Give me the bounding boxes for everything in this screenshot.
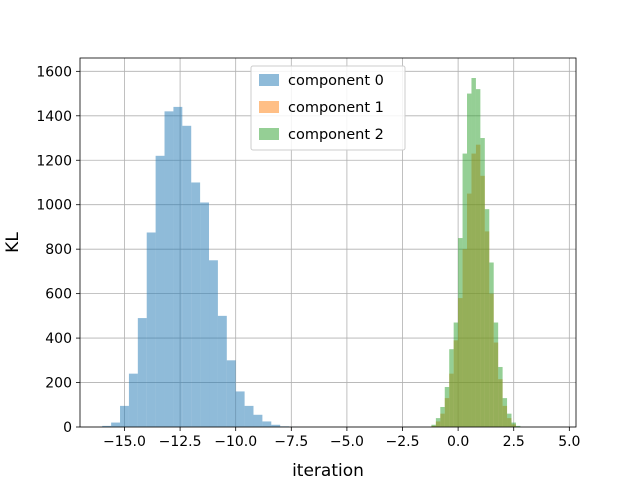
y-axis-ticks: 0 200 400 600 800 1000 1200 1400 1600	[36, 64, 80, 436]
bar-series-0-bin-13	[217, 315, 227, 427]
y-tick-label-7: 1400	[36, 109, 72, 125]
bar-series-0-bin-8	[173, 106, 183, 427]
bar-series-2-bin-1	[435, 418, 441, 427]
y-tick-label-6: 1200	[36, 153, 72, 169]
legend: component 0 component 1 component 2	[250, 65, 406, 151]
bar-series-2-bin-4	[449, 349, 454, 427]
legend-label-0: component 0	[288, 73, 384, 89]
bar-series-0-bin-9	[182, 125, 192, 428]
bar-series-2-bin-12	[484, 209, 490, 427]
legend-box	[250, 65, 406, 151]
bar-series-0-bin-2	[120, 405, 129, 427]
bar-series-2-bin-13	[489, 262, 494, 427]
bar-series-0-bin-3	[128, 373, 138, 427]
x-axis-ticks: −15.0 −12.5 −10.0 −7.5 −5.0 −2.5 0.0 2.5 5.0	[103, 427, 580, 450]
bar-series-0-bin-5	[146, 232, 156, 427]
series-0	[102, 106, 298, 428]
legend-swatch-2	[259, 128, 279, 140]
y-tick-label-1: 200	[45, 376, 72, 392]
y-tick-label-2: 400	[45, 331, 72, 347]
plot-frame	[79, 57, 577, 428]
bar-series-0-bin-19	[271, 424, 281, 427]
x-tick-label-7: 2.5	[503, 434, 525, 450]
bar-series-0-bin-4	[137, 318, 147, 427]
bar-series-0-bin-17	[253, 414, 263, 427]
bar-series-2-bin-18	[511, 422, 516, 427]
bar-series-2-bin-19	[515, 425, 521, 427]
histogram-bars	[102, 78, 521, 428]
legend-swatch-0	[259, 74, 279, 86]
y-tick-label-0: 0	[63, 420, 72, 436]
bar-series-2-bin-3	[444, 386, 450, 427]
bar-series-2-bin-7	[462, 153, 468, 427]
legend-label-2: component 2	[288, 127, 384, 143]
y-tick-label-8: 1600	[36, 64, 72, 80]
x-tick-label-6: 0.0	[447, 434, 469, 450]
bar-series-2-bin-17	[507, 413, 512, 427]
bar-series-0-bin-15	[235, 391, 245, 427]
x-tick-label-0: −15.0	[103, 434, 146, 450]
bar-series-2-bin-9	[471, 78, 476, 427]
bar-series-2-bin-10	[475, 89, 481, 427]
bar-series-2-bin-16	[502, 398, 508, 427]
bar-series-0-bin-16	[244, 405, 254, 427]
legend-label-1: component 1	[288, 100, 384, 116]
bar-series-0-bin-1	[111, 422, 121, 427]
y-tick-label-4: 800	[45, 242, 72, 258]
x-tick-label-4: −5.0	[330, 434, 364, 450]
x-axis-label: iteration	[292, 461, 364, 480]
bar-series-2-bin-2	[440, 406, 445, 427]
y-tick-label-3: 600	[45, 287, 72, 303]
bar-series-0-bin-7	[164, 111, 174, 427]
x-tick-label-5: −2.5	[386, 434, 420, 450]
bar-series-0-bin-10	[191, 182, 201, 427]
y-axis-label: KL	[3, 232, 23, 253]
bar-series-0-bin-14	[226, 360, 236, 427]
bar-series-2-bin-14	[493, 322, 499, 427]
bar-series-0-bin-11	[200, 202, 210, 427]
bar-series-2-bin-8	[467, 93, 472, 428]
bar-series-0-bin-12	[209, 260, 218, 427]
x-tick-label-8: 5.0	[558, 434, 580, 450]
x-tick-label-3: −7.5	[274, 434, 308, 450]
series-2	[431, 78, 521, 428]
bar-series-0-bin-6	[155, 155, 165, 427]
bar-series-2-bin-11	[480, 138, 485, 427]
legend-swatch-1	[259, 101, 279, 113]
bar-series-2-bin-15	[498, 366, 503, 427]
bar-series-2-bin-6	[458, 238, 463, 427]
bar-series-0-bin-0	[102, 425, 112, 427]
x-tick-label-1: −12.5	[159, 434, 202, 450]
y-tick-label-5: 1000	[36, 198, 72, 214]
bar-series-2-bin-0	[431, 424, 436, 427]
x-tick-label-2: −10.0	[214, 434, 257, 450]
bar-series-2-bin-5	[453, 322, 459, 427]
bar-series-0-bin-18	[262, 421, 272, 427]
